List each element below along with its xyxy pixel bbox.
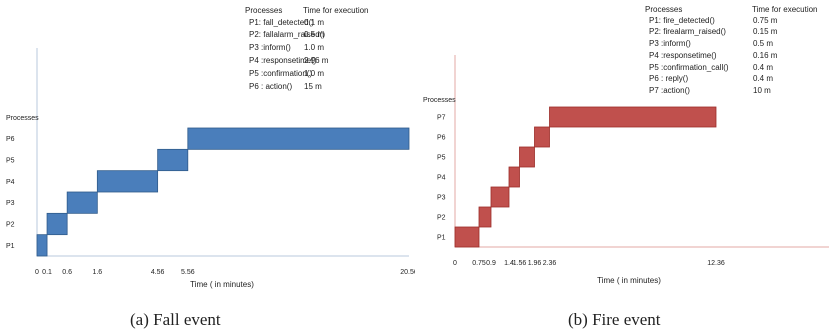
fall-caption: (a) Fall event — [130, 310, 221, 329]
fall-bar-p6 — [187, 127, 410, 150]
fall-x-tick-label-3: 1.6 — [92, 269, 102, 276]
fall-legend-process-1: P1: fall_detected() — [249, 18, 314, 27]
fire-x-tick-label-0: 0 — [453, 260, 457, 267]
fire-x-tick-label-3: 1.4 — [504, 260, 514, 267]
fall-x-tick-label-2: 0.6 — [62, 269, 72, 276]
fire-category-label-p1: P1 — [437, 235, 446, 242]
fire-x-axis-title: Time ( in minutes) — [597, 276, 661, 285]
fall-y-axis-title: Processes — [6, 115, 39, 122]
fall-legend-time-1: 0.1 m — [304, 18, 325, 27]
fire-category-label-p2: P2 — [437, 215, 446, 222]
fire-legend-process-3: P3 :inform() — [649, 39, 691, 48]
fall-x-tick-label-6: 20.56 — [400, 269, 415, 276]
fall-legend-time-6: 15 m — [304, 82, 322, 91]
fire-bar-p7 — [549, 106, 717, 128]
fall-bar-p5 — [157, 148, 189, 172]
fall-legend-time-2: 0.5 m — [304, 30, 325, 39]
fall-category-label-p5: P5 — [6, 158, 15, 165]
fire-y-axis-title: Processes — [423, 97, 456, 104]
fire-category-label-p4: P4 — [437, 175, 446, 182]
fire-bar-p6 — [534, 126, 550, 148]
fall-category-label-p4: P4 — [6, 179, 15, 186]
fire-x-tick-label-2: 0.9 — [486, 260, 496, 267]
fall-legend-process-5: P5 :confirmation() — [249, 69, 313, 78]
fire-x-tick-label-1: 0.75 — [472, 260, 486, 267]
fire-bar-p3 — [490, 186, 510, 208]
fire-gantt-chart: Processes P1 P2 P3 P4 P5 P6 P7 0 0.75 0.9 1.41.56 1.… — [423, 55, 829, 285]
fall-bar-p3 — [66, 191, 98, 214]
fall-category-label-p1: P1 — [6, 243, 15, 250]
fire-legend-process-5: P5 :confirmation_call() — [649, 63, 729, 72]
fire-legend-process-6: P6 : reply() — [649, 74, 689, 83]
fire-legend-process-4: P4 :responsetime() — [649, 51, 717, 60]
fire-category-label-p3: P3 — [437, 195, 446, 202]
fire-bar-p1 — [454, 226, 480, 248]
fire-x-tick-label-4: 1.56 — [513, 260, 527, 267]
fire-legend-header-process: Processes — [645, 5, 683, 14]
fire-x-tick-label-7: 12.36 — [707, 260, 725, 267]
fire-legend-time-7: 10 m — [753, 86, 771, 95]
fire-legend-time-6: 0.4 m — [753, 74, 774, 83]
fire-legend-process-7: P7 :action() — [649, 86, 690, 95]
fall-legend-process-4: P4 :responsetime() — [249, 56, 317, 65]
fire-caption: (b) Fire event — [568, 310, 661, 329]
fire-x-tick-label-5: 1.96 — [528, 260, 542, 267]
fire-legend-process-2: P2: firealarm_raised() — [649, 27, 726, 36]
fall-legend-process-3: P3 :inform() — [249, 43, 291, 52]
fall-legend-header-process: Processes — [245, 6, 283, 15]
fall-x-tick-label-0: 0 — [35, 269, 39, 276]
fire-category-label-p7: P7 — [437, 115, 446, 122]
fall-legend-time-3: 1.0 m — [304, 43, 325, 52]
fire-legend: Processes Time for execution P1: fire_de… — [645, 5, 830, 100]
fall-legend-time-4: 2.96 m — [304, 56, 329, 65]
fire-legend-time-1: 0.75 m — [753, 16, 778, 25]
fire-legend-process-1: P1: fire_detected() — [649, 16, 715, 25]
fall-x-axis-title: Time ( in minutes) — [190, 280, 254, 289]
fire-legend-time-2: 0.15 m — [753, 27, 778, 36]
fall-x-tick-label-4: 4.56 — [151, 269, 165, 276]
fire-legend-time-5: 0.4 m — [753, 63, 774, 72]
fall-bar-p2 — [46, 212, 68, 236]
fire-bar-p2 — [478, 206, 492, 228]
fall-x-tick-label-5: 5.56 — [181, 269, 195, 276]
fire-event-panel: Processes Time for execution P1: fire_de… — [415, 0, 830, 336]
fall-legend-header-time: Time for execution — [303, 6, 369, 15]
fire-bar-p4 — [508, 166, 520, 188]
fire-category-label-p6: P6 — [437, 135, 446, 142]
fall-legend: Processes Time for execution P1: fall_de… — [245, 6, 415, 96]
fall-legend-process-2: P2: fallalarm_raised() — [249, 30, 326, 39]
fall-x-tick-label-1: 0.1 — [42, 269, 52, 276]
fall-bar-p4 — [96, 170, 159, 193]
fire-legend-header-time: Time for execution — [752, 5, 818, 14]
fire-bar-p5 — [519, 146, 535, 168]
fall-legend-time-5: 1.0 m — [304, 69, 325, 78]
fall-bar-p1 — [36, 234, 48, 257]
fall-category-label-p6: P6 — [6, 136, 15, 143]
fire-category-label-p5: P5 — [437, 155, 446, 162]
fire-legend-time-3: 0.5 m — [753, 39, 774, 48]
fire-legend-time-4: 0.16 m — [753, 51, 778, 60]
fall-gantt-chart: Processes P1 P2 P3 P4 P5 P6 0 0.1 0.6 1.6 4.56 5.56 2… — [6, 48, 415, 289]
fall-event-panel: Processes Time for execution P1: fall_de… — [6, 6, 415, 329]
fall-legend-process-6: P6 : action() — [249, 82, 293, 91]
fall-category-label-p2: P2 — [6, 222, 15, 229]
fire-x-tick-label-6: 2.36 — [543, 260, 557, 267]
fall-category-label-p3: P3 — [6, 200, 15, 207]
